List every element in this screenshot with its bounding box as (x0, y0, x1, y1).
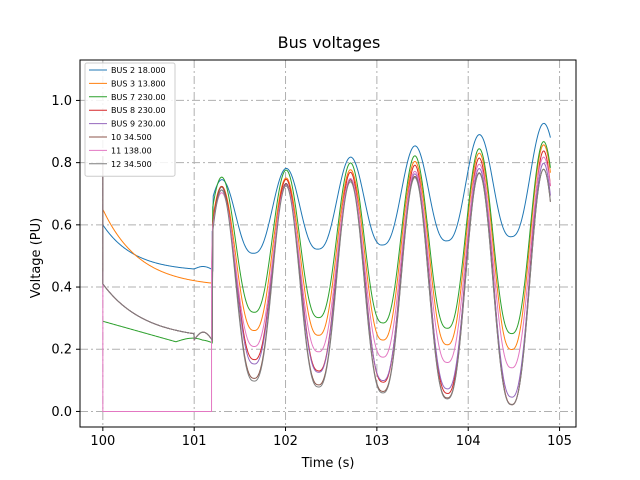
chart-title: Bus voltages (278, 33, 381, 52)
series-line-bus-3-13-800 (102, 144, 551, 350)
x-tick-label: 102 (273, 434, 298, 449)
legend-label: 11 138.00 (111, 146, 152, 155)
x-tick-label: 104 (456, 434, 481, 449)
axes-frame (79, 59, 577, 428)
y-axis-label: Voltage (PU) (29, 218, 44, 298)
legend-label: BUS 8 230.00 (111, 106, 166, 115)
y-tick-label: 1.0 (51, 94, 72, 109)
legend-label: 10 34.500 (111, 133, 152, 142)
series-line-bus-2-18-000 (102, 122, 551, 272)
x-axis-label: Time (s) (301, 456, 355, 471)
x-tick-label: 100 (90, 434, 115, 449)
x-tick-label: 101 (182, 434, 207, 449)
series-line-12-34-500 (102, 156, 551, 406)
y-tick-label: 0.0 (51, 405, 72, 420)
legend-label: BUS 7 230.00 (111, 93, 166, 102)
series-line-11-138-00 (102, 156, 551, 412)
x-tick-label: 105 (547, 434, 572, 449)
series-line-bus-7-230-00 (102, 141, 551, 344)
legend-box (84, 62, 176, 177)
legend: BUS 2 18.000 BUS 3 13.800 BUS 7 230.00 BUS … (84, 62, 176, 177)
legend-label: BUS 9 230.00 (111, 120, 166, 129)
y-tick-label: 0.6 (51, 218, 72, 233)
legend-label: BUS 2 18.000 (111, 66, 166, 75)
y-tick-label: 0.2 (51, 343, 72, 358)
y-tick-label: 0.4 (51, 281, 72, 296)
legend-label: BUS 3 13.800 (111, 79, 166, 88)
x-tick-label: 103 (364, 434, 389, 449)
y-tick-label: 0.8 (51, 156, 72, 171)
legend-label: 12 34.500 (111, 160, 152, 169)
